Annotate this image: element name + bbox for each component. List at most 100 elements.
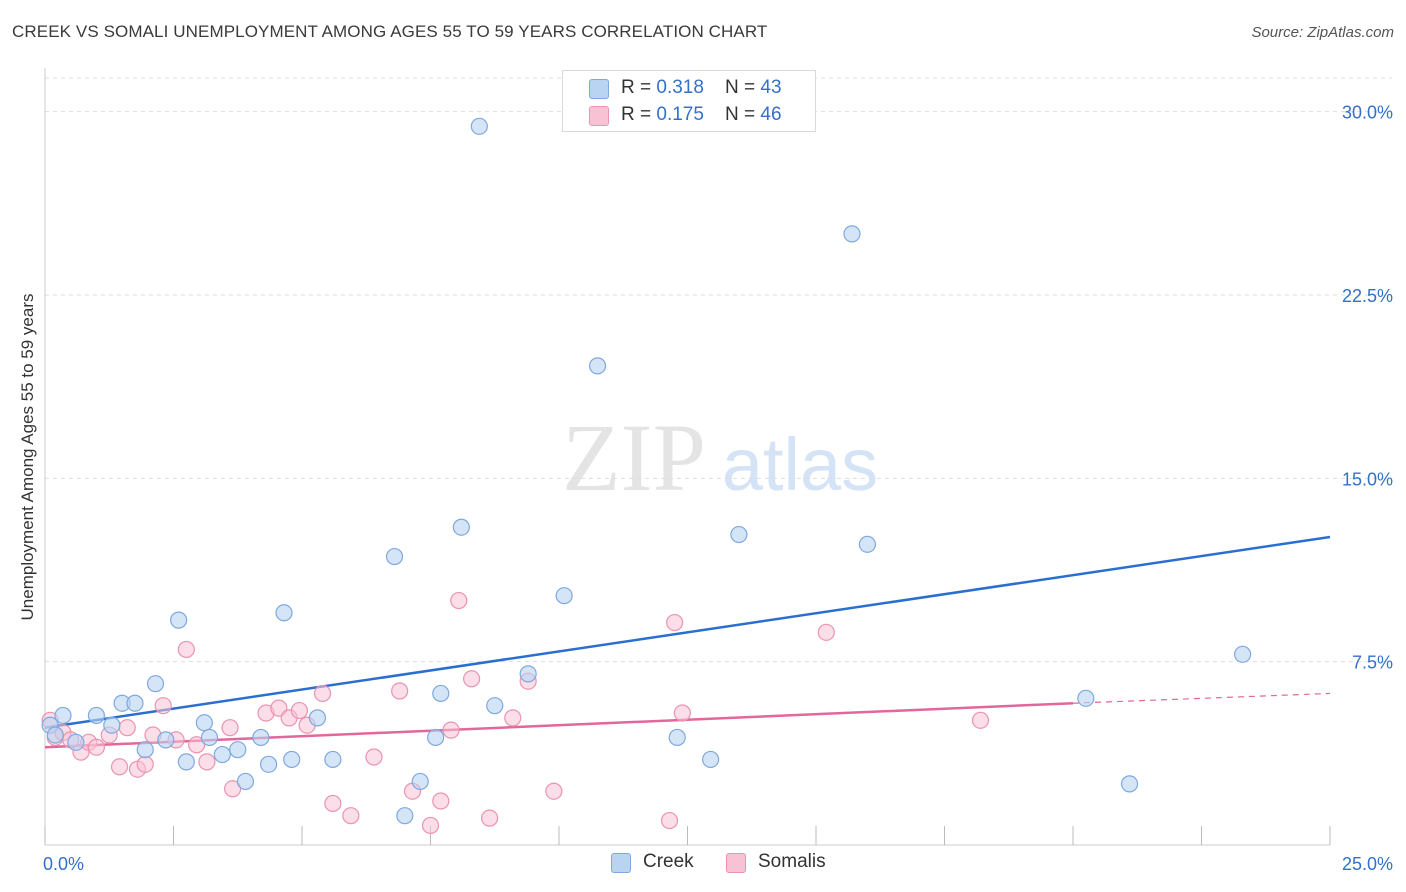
creek-legend-label: Creek <box>643 851 694 872</box>
creek-point <box>470 117 488 135</box>
somali-point <box>463 670 481 688</box>
somali-legend-label: Somalis <box>758 851 826 872</box>
creek-point <box>396 807 414 825</box>
creek-point <box>432 684 450 703</box>
creek-point <box>54 706 72 725</box>
ticks: 7.5% 15.0% 22.5% 30.0% 0.0% 25.0% <box>43 103 1393 874</box>
creek-point <box>452 518 470 536</box>
chart-title: CREEK VS SOMALI UNEMPLOYMENT AMONG AGES … <box>12 22 768 41</box>
creek-point <box>843 225 861 243</box>
creek-point <box>730 525 748 544</box>
grid <box>45 77 1392 663</box>
somali-point <box>188 736 206 754</box>
somali-point <box>432 792 450 810</box>
creek-points <box>41 117 1252 825</box>
source-label: Source: ZipAtlas.com <box>1251 24 1394 41</box>
somali-point <box>136 755 154 773</box>
somali-point <box>673 704 691 722</box>
creek-point <box>236 772 255 791</box>
somali-point <box>290 701 309 720</box>
y-tick-label: 22.5% <box>1342 286 1393 306</box>
creek-point <box>146 675 165 693</box>
somali-r-label: R = <box>621 104 657 125</box>
somali-point <box>442 721 460 739</box>
somali-point <box>324 794 342 813</box>
creek-point <box>229 741 247 759</box>
creek-point <box>1234 645 1252 663</box>
creek-r-value: 0.318 <box>656 77 704 98</box>
somali-point <box>545 782 563 800</box>
somali-n-value: 46 <box>760 104 782 125</box>
creek-point <box>252 728 270 747</box>
creek-point <box>46 726 64 744</box>
x-tick-label: 25.0% <box>1342 854 1393 874</box>
creek-point <box>668 728 686 747</box>
creek-point <box>195 714 213 732</box>
creek-point <box>588 357 607 375</box>
somali-point <box>817 623 835 641</box>
creek-point <box>427 728 445 747</box>
creek-point <box>1077 689 1095 707</box>
creek-point <box>126 694 144 712</box>
somali-point <box>450 591 468 610</box>
somali-point <box>110 758 129 776</box>
creek-point <box>275 604 293 622</box>
somali-point <box>154 697 172 715</box>
creek-legend-swatch <box>611 853 631 873</box>
creek-point <box>385 547 404 566</box>
somali-point <box>421 816 440 835</box>
somali-r-value: 0.175 <box>656 104 704 125</box>
creek-point <box>157 731 175 749</box>
correlation-legend: R = 0.318 N = 43 R = 0.175 N = 46 <box>562 70 816 132</box>
watermark-atlas: atlas <box>722 423 878 506</box>
legend-somali-text: R = 0.175 N = 46 <box>621 104 782 126</box>
y-tick-label: 15.0% <box>1342 469 1393 489</box>
somali-point <box>971 711 990 729</box>
creek-point <box>1120 775 1139 793</box>
somali-point <box>87 738 106 756</box>
creek-point <box>213 745 231 764</box>
creek-r-label: R = <box>621 77 657 98</box>
somali-point <box>118 719 136 737</box>
somali-point <box>504 709 522 727</box>
creek-point <box>702 750 720 769</box>
creek-point <box>259 755 278 773</box>
creek-point <box>87 706 106 725</box>
creek-point <box>486 697 504 715</box>
creek-point <box>555 587 573 605</box>
creek-point <box>200 728 219 747</box>
y-tick-label: 7.5% <box>1352 653 1393 673</box>
creek-point <box>177 753 195 771</box>
legend-creek-text: R = 0.318 N = 43 <box>621 77 782 99</box>
creek-point <box>67 733 85 751</box>
creek-n-label: N = <box>725 77 761 98</box>
somali-point <box>666 613 684 632</box>
creek-point <box>324 750 342 769</box>
creek-point <box>136 741 154 759</box>
somali-n-label: N = <box>725 104 761 125</box>
somali-point <box>391 682 409 700</box>
creek-point <box>308 709 327 727</box>
somali-trend-extension <box>1072 692 1331 704</box>
somali-point <box>660 811 679 830</box>
y-tick-label: 30.0% <box>1342 103 1393 123</box>
somali-point <box>365 748 383 766</box>
somali-point <box>342 807 360 825</box>
creek-point <box>519 665 537 683</box>
creek-point <box>411 772 429 791</box>
somali-point <box>313 684 332 703</box>
somali-point <box>221 719 239 737</box>
creek-n-value: 43 <box>760 77 782 98</box>
creek-point <box>858 535 877 553</box>
watermark-zip: ZIP <box>562 404 706 511</box>
watermark: ZIP atlas <box>562 404 878 511</box>
somali-point <box>481 809 499 827</box>
creek-point <box>170 611 188 629</box>
somali-point <box>198 753 216 771</box>
somali-legend-swatch <box>726 853 746 873</box>
somali-point <box>224 780 242 798</box>
creek-point <box>103 716 121 734</box>
creek-point <box>283 750 301 769</box>
creek-swatch <box>589 79 609 99</box>
